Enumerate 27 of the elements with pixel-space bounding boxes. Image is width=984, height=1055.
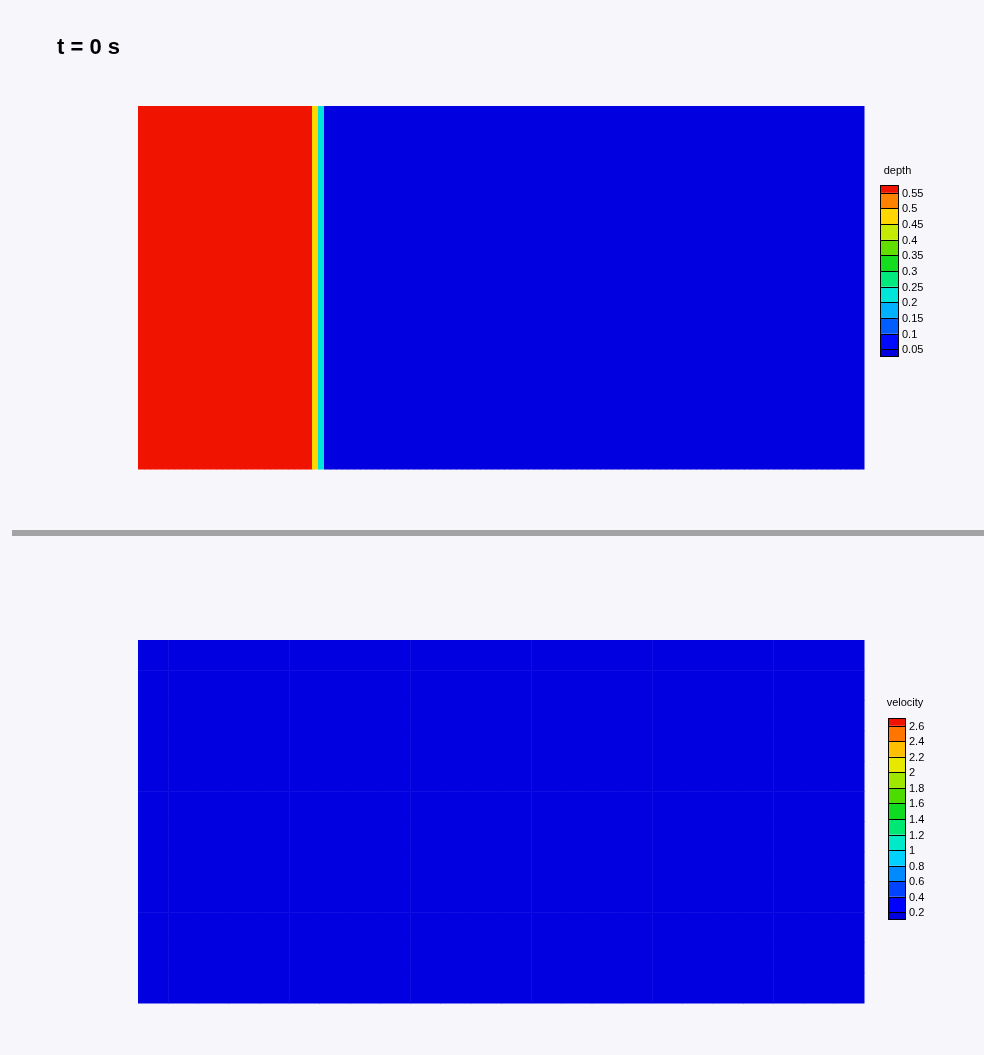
color-bar-label: 0.35 — [902, 248, 924, 261]
color-bar-label: 0.3 — [902, 264, 918, 277]
color-bar-title: depth — [883, 164, 912, 177]
color-bar-label: 0.4 — [902, 233, 918, 246]
color-bar-label: 0.4 — [909, 890, 925, 903]
color-bar-label: 0.15 — [902, 311, 924, 324]
color-bar-label: 0.6 — [909, 874, 925, 887]
color-bar-label: 2.6 — [909, 719, 925, 732]
color-bar-label: 2 — [909, 765, 916, 778]
chart-title: t = 0 s — [57, 34, 120, 60]
color-bar-label: 0.05 — [902, 342, 924, 355]
color-bar-label: 2.2 — [909, 750, 925, 763]
color-bar-label: 1.4 — [909, 812, 925, 825]
color-bar-label: 0.2 — [909, 905, 925, 918]
color-bar-label: 1.6 — [909, 796, 925, 809]
color-bar-label: 0.25 — [902, 280, 924, 293]
color-bar-label: 0.8 — [909, 859, 925, 872]
color-bar-label: 1.8 — [909, 781, 925, 794]
color-bar-label: 0.45 — [902, 217, 924, 230]
color-bar-label: 1 — [909, 843, 916, 856]
color-bar-label: 2.4 — [909, 734, 925, 747]
color-bar-label: 0.2 — [902, 295, 918, 308]
color-bar-label: 0.1 — [902, 327, 918, 340]
color-bar-title: velocity — [886, 696, 924, 709]
color-bar-label: 1.2 — [909, 828, 925, 841]
color-bar-label: 0.5 — [902, 201, 918, 214]
color-bar-label: 0.55 — [902, 186, 924, 199]
